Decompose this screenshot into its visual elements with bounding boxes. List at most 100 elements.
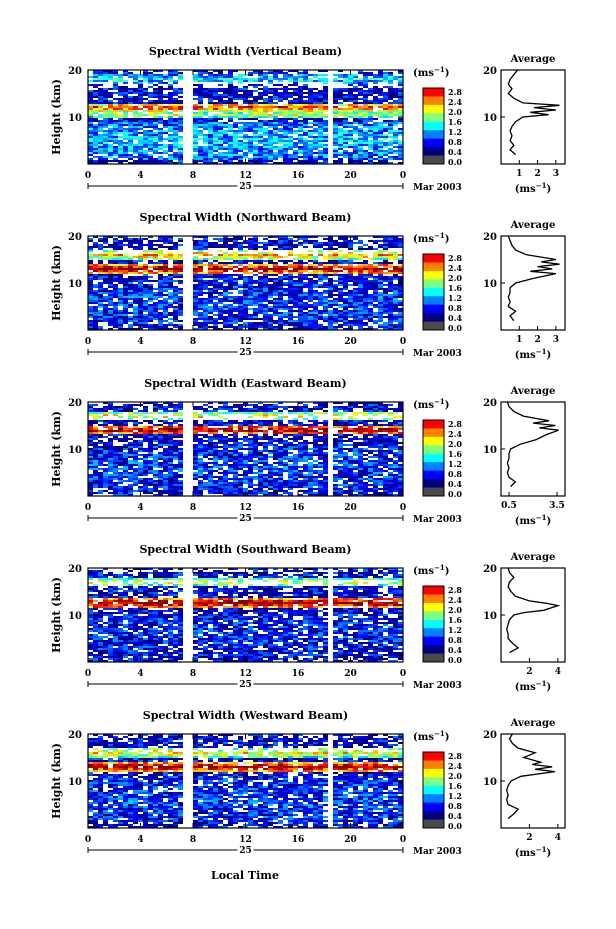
heatmap-cell	[173, 274, 178, 276]
heatmap-cell	[393, 130, 398, 132]
heatmap-cell	[273, 304, 278, 306]
heatmap-cell	[228, 324, 233, 326]
heatmap-cell	[343, 152, 348, 154]
heatmap-cell	[238, 256, 243, 258]
heatmap-cell	[243, 118, 248, 120]
heatmap-cell	[128, 106, 133, 108]
heatmap-cell	[118, 146, 123, 148]
heatmap-cell	[288, 88, 293, 90]
heatmap-cell	[248, 144, 253, 146]
heatmap-cell	[148, 270, 153, 272]
heatmap-cell	[208, 258, 213, 260]
heatmap-cell	[253, 304, 258, 306]
heatmap-cell	[228, 142, 233, 144]
heatmap-cell	[393, 246, 398, 248]
heatmap-cell	[223, 80, 228, 82]
heatmap-cell	[363, 112, 368, 114]
heatmap-cell	[373, 74, 378, 76]
heatmap-cell	[128, 270, 133, 272]
heatmap-cell	[193, 94, 198, 96]
heatmap-cell	[213, 274, 218, 276]
heatmap-cell	[243, 308, 248, 310]
heatmap-cell	[373, 402, 378, 404]
heatmap-cell	[268, 76, 273, 78]
heatmap-cell	[318, 412, 323, 414]
heatmap-cell	[298, 90, 303, 92]
heatmap-cell	[278, 278, 283, 280]
heatmap-cell	[293, 296, 298, 298]
heatmap-cell	[218, 284, 223, 286]
heatmap-cell	[273, 300, 278, 302]
heatmap-cell	[238, 244, 243, 246]
heatmap-cell	[168, 160, 173, 162]
heatmap-cell	[283, 96, 288, 98]
heatmap-cell	[193, 120, 198, 122]
heatmap-cell	[368, 126, 373, 128]
heatmap-cell	[178, 102, 183, 104]
heatmap-cell	[158, 320, 163, 322]
heatmap-cell	[378, 272, 383, 274]
heatmap-cell	[213, 150, 218, 152]
heatmap-cell	[103, 132, 108, 134]
heatmap-cell	[353, 238, 358, 240]
heatmap-cell	[98, 128, 103, 130]
heatmap-cell	[398, 150, 403, 152]
heatmap-cell	[238, 106, 243, 108]
heatmap-cell	[283, 292, 288, 294]
heatmap-cell	[153, 252, 158, 254]
heatmap-cell	[118, 160, 123, 162]
heatmap-cell	[348, 126, 353, 128]
heatmap-cell	[233, 288, 238, 290]
heatmap-cell	[158, 326, 163, 328]
heatmap-cell	[303, 92, 308, 94]
heatmap-cell	[133, 100, 138, 102]
heatmap-cell	[248, 322, 253, 324]
heatmap-cell	[378, 410, 383, 412]
heatmap-cell	[248, 404, 253, 406]
colorbar-tick-label: 1.2	[448, 293, 462, 303]
heatmap-cell	[273, 306, 278, 308]
heatmap-cell	[278, 268, 283, 270]
heatmap-cell	[393, 112, 398, 114]
heatmap-cell	[263, 122, 268, 124]
heatmap-cell	[143, 80, 148, 82]
heatmap-cell	[253, 72, 258, 74]
heatmap-cell	[213, 134, 218, 136]
heatmap-cell	[118, 256, 123, 258]
heatmap-cell	[213, 276, 218, 278]
heatmap-cell	[308, 412, 313, 414]
heatmap-cell	[143, 302, 148, 304]
heatmap-cell	[313, 270, 318, 272]
heatmap-cell	[118, 122, 123, 124]
heatmap-cell	[98, 288, 103, 290]
heatmap-cell	[308, 88, 313, 90]
heatmap-cell	[243, 146, 248, 148]
heatmap-cell	[298, 104, 303, 106]
heatmap-cell	[223, 114, 228, 116]
heatmap-cell	[333, 148, 338, 150]
heatmap-cell	[158, 280, 163, 282]
heatmap-cell	[288, 294, 293, 296]
heatmap-cell	[338, 140, 343, 142]
heatmap-cell	[228, 144, 233, 146]
heatmap-cell	[238, 74, 243, 76]
heatmap-cell	[388, 310, 393, 312]
heatmap-cell	[358, 282, 363, 284]
heatmap-cell	[388, 404, 393, 406]
heatmap-cell	[238, 284, 243, 286]
heatmap-cell	[113, 88, 118, 90]
heatmap-cell	[163, 108, 168, 110]
heatmap-cell	[113, 290, 118, 292]
heatmap-cell	[353, 98, 358, 100]
heatmap-cell	[353, 316, 358, 318]
heatmap-cell	[323, 320, 328, 322]
heatmap-cell	[268, 106, 273, 108]
heatmap-cell	[133, 106, 138, 108]
heatmap-cell	[373, 104, 378, 106]
heatmap-cell	[383, 152, 388, 154]
heatmap-cell	[218, 406, 223, 408]
heatmap-cell	[378, 292, 383, 294]
heatmap-cell	[208, 90, 213, 92]
heatmap-cell	[223, 236, 228, 238]
heatmap-cell	[208, 152, 213, 154]
